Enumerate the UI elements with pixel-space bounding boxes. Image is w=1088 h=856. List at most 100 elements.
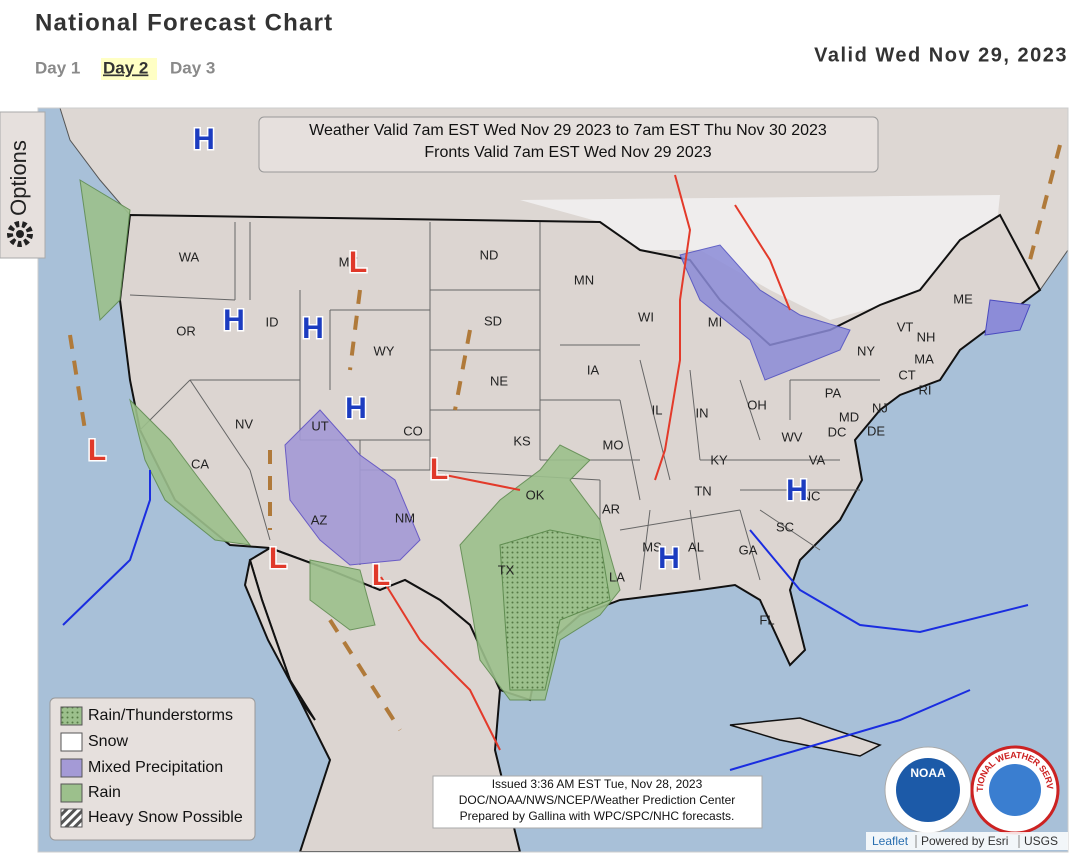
- state-label: NV: [235, 416, 253, 431]
- pressure-center: L: [349, 246, 367, 279]
- state-label: ME: [953, 291, 973, 306]
- state-label: ND: [480, 247, 499, 262]
- legend-swatch: [60, 783, 83, 803]
- state-label: NJ: [872, 400, 888, 415]
- map-frame: [37, 107, 1069, 853]
- state-label: PA: [825, 385, 842, 400]
- nws-logo: [989, 764, 1041, 816]
- warm-front: [734, 204, 791, 311]
- state-label: SD: [484, 313, 502, 328]
- state-label: MT: [339, 254, 358, 269]
- pressure-center: H: [658, 542, 680, 575]
- rain-northwest: [79, 179, 131, 322]
- mixed-precip-southwest: [284, 409, 421, 566]
- gear-icon[interactable]: [7, 221, 33, 247]
- state-label: AL: [688, 539, 704, 554]
- attribution-text: Powered by Esri: [921, 834, 1008, 848]
- options-label[interactable]: Options: [6, 140, 31, 216]
- legend-swatch: [60, 706, 83, 726]
- legend-label: Rain: [88, 784, 121, 801]
- pressure-center: L: [88, 434, 106, 467]
- issued-line: Issued 3:36 AM EST Tue, Nov 28, 2023: [492, 777, 703, 791]
- day-tabs: Day 1 Day 2 Day 3: [35, 58, 215, 80]
- state-label: IA: [587, 362, 600, 377]
- state-label: IL: [652, 402, 663, 417]
- legend-label: Rain/Thunderstorms: [88, 707, 233, 724]
- state-label: OH: [747, 397, 767, 412]
- legend-swatch: [60, 758, 83, 778]
- cold-front: [62, 470, 151, 626]
- attribution-text: USGS: [1024, 834, 1058, 848]
- state-label: KY: [710, 452, 728, 467]
- noaa-logo: [896, 758, 960, 822]
- state-label: MI: [708, 314, 722, 329]
- issued-line: Prepared by Gallina with WPC/SPC/NHC for…: [460, 809, 735, 823]
- legend-label: Heavy Snow Possible: [88, 809, 243, 826]
- rain-california: [129, 398, 252, 546]
- state-label: NM: [395, 510, 415, 525]
- pressure-center: H: [345, 392, 367, 425]
- options-tab[interactable]: Options: [0, 111, 46, 259]
- issued-line: DOC/NOAA/NWS/NCEP/Weather Prediction Cen…: [459, 793, 736, 807]
- state-label: WV: [782, 429, 803, 444]
- page-title: National Forecast Chart: [35, 9, 333, 36]
- baja: [243, 559, 316, 721]
- state-label: NE: [490, 373, 508, 388]
- rain-mexico: [309, 559, 376, 631]
- state-label: GA: [739, 542, 758, 557]
- state-label: UT: [311, 418, 328, 433]
- noaa-logo-text: NOAA: [910, 766, 946, 780]
- state-label: WY: [374, 343, 395, 358]
- mixed-precip-maine: [984, 299, 1031, 336]
- attribution-link[interactable]: Leaflet: [872, 834, 909, 848]
- front: [444, 474, 521, 491]
- front: [729, 689, 971, 771]
- pressure-center: H: [193, 123, 215, 156]
- snow-area: [520, 195, 1000, 320]
- issued-box: [432, 775, 763, 829]
- trough: [68, 144, 1062, 732]
- gear-icon[interactable]: [16, 230, 24, 238]
- state-label: WA: [179, 249, 200, 264]
- state-label: OK: [526, 487, 545, 502]
- state-label: NY: [857, 343, 875, 358]
- state-label: NH: [917, 329, 936, 344]
- state-label: WI: [638, 309, 654, 324]
- valid-banner: [258, 116, 879, 173]
- cuba: [729, 717, 882, 757]
- state-label: MO: [603, 437, 624, 452]
- state-label: VT: [897, 319, 914, 334]
- state-label: TN: [694, 483, 711, 498]
- state-label: AZ: [311, 512, 328, 527]
- front: [380, 576, 501, 751]
- day-tab[interactable]: Day 1: [35, 58, 80, 77]
- warm-front: [654, 174, 692, 481]
- mixed-precip-lakes: [679, 244, 851, 381]
- pressure-center: L: [430, 453, 448, 486]
- pressure-center: H: [786, 474, 808, 507]
- pressure-center: H: [223, 304, 245, 337]
- storms-texas: [499, 529, 611, 691]
- day-tab[interactable]: Day 3: [170, 58, 215, 77]
- state-label: MA: [914, 351, 934, 366]
- state-label: KS: [513, 433, 531, 448]
- state-label: IN: [696, 405, 709, 420]
- state-label: CT: [898, 367, 915, 382]
- pressure-center: H: [302, 312, 324, 345]
- legend: Rain/Thunderstorms Snow Mixed Precipitat…: [49, 697, 256, 841]
- legend-label: Mixed Precipitation: [88, 759, 223, 776]
- day-tab[interactable]: Day 2: [103, 58, 148, 77]
- state-label: MN: [574, 272, 594, 287]
- state-label: FL: [759, 612, 774, 627]
- legend-label: Snow: [88, 733, 128, 750]
- state-label: NC: [802, 488, 821, 503]
- cold-front: [749, 529, 1029, 634]
- legend-swatch: [60, 808, 83, 828]
- valid-date: Valid Wed Nov 29, 2023: [814, 44, 1068, 66]
- state-label: DE: [867, 423, 885, 438]
- state-labels: WA OR ID MT ND SD WY NE MN WI MI IA IL IN OH PA NY NV UT CO…: [176, 247, 973, 627]
- banner-line: Fronts Valid 7am EST Wed Nov 29 2023: [424, 144, 711, 161]
